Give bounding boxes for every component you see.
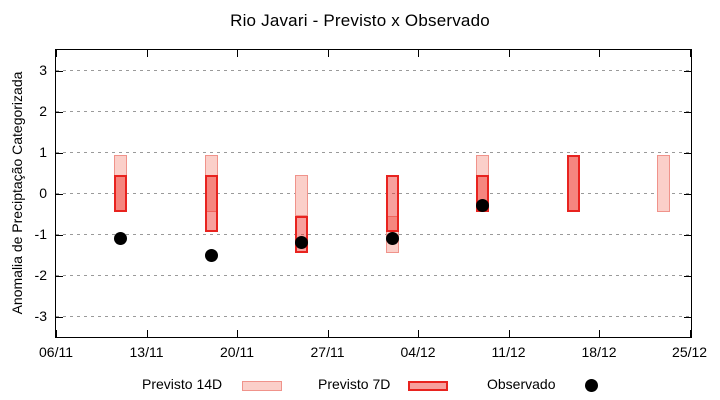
plot-area: [55, 49, 692, 338]
forecast-7d-bar: [385, 175, 399, 233]
x-tick-mark: [508, 330, 510, 337]
gridline: [56, 111, 691, 112]
gridline: [56, 152, 691, 153]
x-tick-label: 25/12: [672, 344, 708, 360]
y-tick-mark: [56, 70, 63, 72]
y-tick-label: -1: [34, 225, 47, 242]
y-tick-label: -2: [34, 266, 47, 283]
y-tick-label: 0: [39, 184, 47, 201]
y-tick-mark: [684, 70, 691, 72]
gridline: [56, 70, 691, 71]
y-tick-label: 1: [39, 143, 47, 160]
x-tick-mark: [689, 50, 691, 57]
y-tick-mark: [56, 275, 63, 277]
y-tick-mark: [56, 234, 63, 236]
y-tick-mark: [56, 316, 63, 318]
chart-title: Rio Javari - Previsto x Observado: [230, 11, 490, 30]
y-tick-label: -3: [34, 307, 47, 324]
forecast-14d-bar: [295, 175, 309, 217]
y-tick-label: 3: [39, 61, 47, 78]
legend-label-previsto-14d: Previsto 14D: [142, 376, 223, 392]
x-tick-mark: [327, 50, 329, 57]
x-tick-label: 04/12: [400, 344, 436, 360]
legend-label-observado: Observado: [487, 376, 556, 392]
x-tick-mark: [56, 50, 57, 57]
legend-swatch-observado-icon: [585, 379, 598, 392]
y-tick-mark: [684, 111, 691, 113]
x-tick-mark: [146, 50, 148, 57]
x-tick-mark: [418, 330, 420, 337]
forecast-7d-bar: [114, 175, 128, 212]
x-tick-mark: [146, 330, 148, 337]
y-tick-mark: [684, 316, 691, 318]
observed-dot: [114, 232, 128, 246]
x-tick-label: 13/11: [129, 344, 164, 360]
x-tick-label: 06/11: [39, 344, 73, 360]
legend-label-previsto-7d: Previsto 7D: [318, 376, 391, 392]
x-tick-mark: [689, 330, 691, 337]
observed-dot: [295, 236, 309, 250]
gridline: [56, 275, 691, 276]
y-tick-mark: [56, 111, 63, 113]
x-tick-mark: [508, 50, 510, 57]
y-tick-mark: [684, 275, 691, 277]
x-tick-label: 20/11: [220, 344, 255, 360]
y-tick-mark: [56, 193, 63, 195]
legend-swatch-previsto-14d-icon: [242, 381, 282, 391]
x-tick-mark: [237, 330, 239, 337]
x-tick-mark: [56, 330, 57, 337]
gridline: [56, 193, 691, 194]
legend-swatch-previsto-7d-icon: [408, 381, 448, 391]
forecast-14d-bar: [657, 154, 671, 212]
observed-dot: [385, 232, 399, 246]
x-tick-mark: [599, 50, 601, 57]
x-tick-mark: [327, 330, 329, 337]
gridline: [56, 316, 691, 317]
observed-dot: [204, 248, 218, 262]
x-tick-mark: [237, 50, 239, 57]
x-tick-label: 11/12: [491, 344, 526, 360]
forecast-7d-bar: [566, 154, 580, 212]
x-tick-label: 18/12: [581, 344, 617, 360]
y-tick-mark: [56, 152, 63, 154]
forecast-7d-bar: [204, 175, 218, 233]
x-tick-label: 27/11: [310, 344, 345, 360]
y-tick-label: 2: [39, 102, 47, 119]
y-tick-mark: [684, 152, 691, 154]
y-tick-mark: [684, 193, 691, 195]
y-tick-mark: [684, 234, 691, 236]
x-tick-mark: [418, 50, 420, 57]
gridline: [56, 234, 691, 235]
x-tick-mark: [599, 330, 601, 337]
observed-dot: [476, 199, 490, 213]
